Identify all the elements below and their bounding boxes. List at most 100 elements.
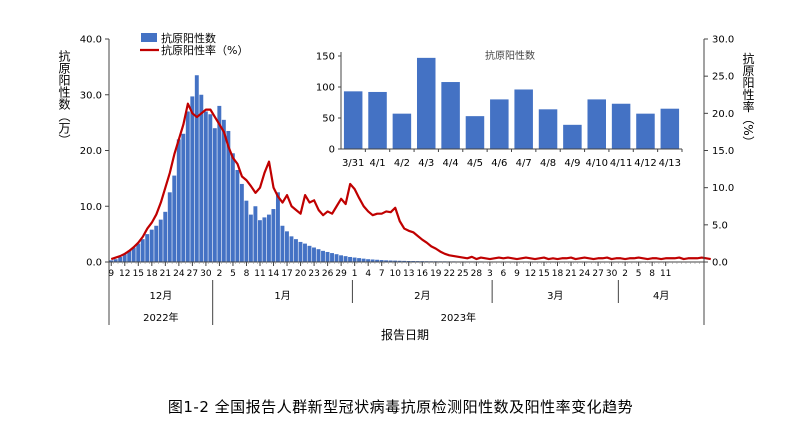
inset-y-tick-label: 50: [322, 114, 335, 125]
inset-x-tick-label: 4/6: [491, 158, 507, 169]
inset-x-tick-label: 4/4: [443, 158, 459, 169]
bar-positive-count: [397, 260, 402, 262]
inset-bar: [563, 124, 582, 149]
x-tick-label: 5: [230, 269, 236, 279]
bar-positive-count: [226, 130, 231, 262]
year-label: 2022年: [143, 311, 178, 324]
left-tick-label: 40.0: [80, 35, 102, 46]
x-tick-label: 25: [457, 269, 468, 279]
x-tick-label: 13: [403, 269, 414, 279]
right-tick-label: 15.0: [712, 146, 734, 157]
x-tick-label: 22: [444, 269, 455, 279]
right-tick-label: 10.0: [712, 183, 734, 194]
x-tick-label: 18: [146, 269, 158, 279]
bar-positive-count: [280, 225, 285, 262]
month-label: 1月: [274, 290, 290, 302]
x-tick-label: 27: [187, 269, 198, 279]
bar-positive-count: [203, 111, 208, 262]
inset-bar: [514, 89, 533, 149]
bar-positive-count: [343, 256, 348, 262]
bar-positive-count: [275, 192, 280, 262]
bar-positive-count: [307, 245, 312, 262]
figure-caption: 图1-2 全国报告人群新型冠状病毒抗原检测阳性数及阳性率变化趋势: [167, 398, 634, 416]
x-tick-label: 14: [268, 269, 280, 279]
bar-positive-count: [118, 256, 123, 262]
x-tick-label: 21: [565, 269, 576, 279]
inset-bar: [490, 99, 509, 149]
year-label: 2023年: [441, 311, 476, 324]
inset-x-tick-label: 4/12: [634, 158, 656, 169]
x-tick-label: 16: [417, 269, 429, 279]
right-tick-label: 0.0: [712, 258, 728, 269]
bar-positive-count: [131, 247, 136, 262]
bar-positive-count: [361, 258, 366, 262]
x-tick-label: 20: [295, 269, 307, 279]
inset-bar: [611, 103, 631, 149]
inset-x-tick-label: 4/3: [418, 158, 434, 169]
right-tick-label: 20.0: [712, 109, 734, 120]
x-tick-label: 9: [108, 269, 114, 279]
bar-positive-count: [217, 105, 222, 263]
bar-positive-count: [208, 114, 213, 262]
x-tick-label: 12: [525, 269, 536, 279]
x-tick-label: 4: [365, 269, 371, 279]
inset-bar: [368, 91, 387, 149]
bar-positive-count: [257, 220, 262, 262]
x-tick-label: 26: [322, 269, 334, 279]
bar-positive-count: [298, 241, 303, 262]
x-tick-label: 30: [200, 269, 212, 279]
inset-bars: [343, 57, 680, 149]
inset-x-tick-label: 4/7: [516, 158, 532, 169]
inset-x-tick-label: 3/31: [342, 158, 364, 169]
bar-positive-count: [388, 260, 393, 262]
x-tick-label: 21: [160, 269, 171, 279]
bar-positive-count: [330, 253, 334, 262]
x-tick-label: 15: [538, 269, 549, 279]
inset-x-tick-label: 4/11: [610, 158, 632, 169]
bar-positive-count: [194, 75, 199, 263]
bar-positive-count: [303, 243, 307, 262]
bar-positive-count: [176, 139, 181, 262]
inset-bar: [416, 57, 436, 149]
x-tick-label: 11: [254, 269, 265, 279]
bar-positive-count: [230, 153, 235, 262]
bar-positive-count: [113, 259, 118, 262]
inset-bar: [392, 113, 412, 149]
inset-x-tick-label: 4/13: [659, 158, 681, 169]
bar-positive-count: [158, 219, 163, 262]
bar-positive-count: [248, 214, 253, 262]
bar-positive-count: [253, 206, 258, 262]
bar-positive-count: [370, 259, 375, 262]
inset-chart: 抗原阳性数 0 50 100 150 3/31 4/1 4/2 4/3 4/4 4/5 4/6 4/7…: [316, 49, 683, 169]
bar-positive-count: [190, 96, 195, 262]
inset-bar: [538, 109, 558, 149]
left-tick-label: 20.0: [80, 146, 102, 157]
right-tick-label: 30.0: [712, 35, 734, 46]
legend: 抗原阳性数 抗原阳性率（%）: [140, 31, 248, 57]
bar-positive-count: [145, 234, 150, 263]
x-tick-label: 17: [281, 269, 292, 279]
bar-positive-count: [109, 260, 114, 262]
main-bars: [109, 75, 704, 263]
x-tick-label: 1: [352, 269, 358, 279]
legend-bar-swatch: [141, 33, 157, 42]
inset-bar: [465, 116, 485, 149]
bar-positive-count: [244, 200, 249, 262]
left-axis-title-text: 抗原阳性数（万）: [57, 49, 71, 146]
x-tick-label: 12: [119, 269, 130, 279]
x-tick-label: 7: [379, 269, 385, 279]
bar-positive-count: [235, 170, 240, 262]
bar-positive-count: [316, 249, 321, 262]
x-tick-label: 11: [660, 269, 671, 279]
bar-positive-count: [167, 192, 172, 262]
bar-positive-count: [127, 250, 132, 262]
legend-line-label: 抗原阳性率（%）: [161, 43, 248, 57]
right-axis-title-text: 抗原阳性率（%）: [741, 51, 755, 148]
inset-bar: [441, 82, 460, 149]
left-tick-label: 30.0: [80, 90, 102, 101]
inset-x-tick-label: 4/10: [586, 158, 608, 169]
bar-positive-count: [136, 243, 141, 262]
x-tick-label: 6: [501, 269, 507, 279]
inset-bar: [660, 108, 680, 149]
